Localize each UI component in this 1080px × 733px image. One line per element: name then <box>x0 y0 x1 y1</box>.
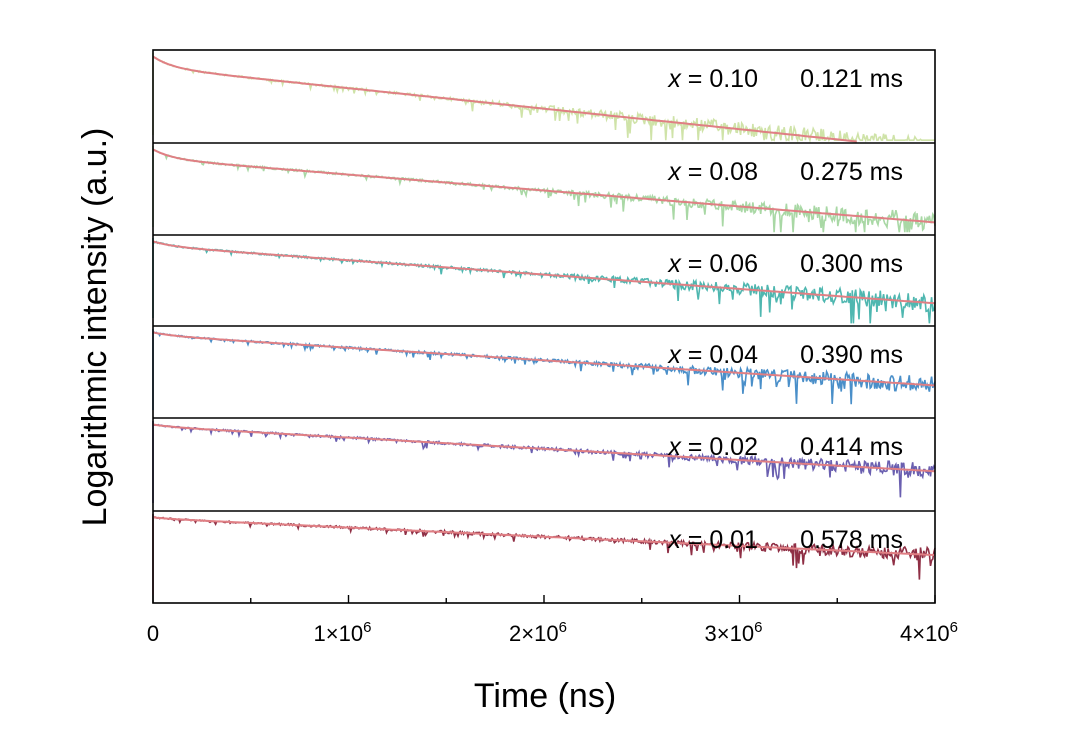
x-tick-label-0: 0 <box>147 621 159 646</box>
fit-line-0 <box>152 55 857 143</box>
panel-1: x = 0.08 0.275 ms <box>152 142 936 233</box>
x-tick-label-4: 4×106 <box>900 619 958 646</box>
panel-lifetime-2: 0.300 ms <box>800 250 903 278</box>
panel-label-0: x = 0.10 <box>667 65 758 93</box>
panel-3: x = 0.04 0.390 ms <box>152 325 936 410</box>
fit-line-3 <box>152 331 936 387</box>
panel-label-1: x = 0.08 <box>667 158 758 186</box>
panel-label-4: x = 0.02 <box>667 433 758 461</box>
panel-lifetime-0: 0.121 ms <box>800 65 903 93</box>
panel-0: x = 0.10 0.121 ms <box>152 53 935 144</box>
fit-line-5 <box>152 516 936 557</box>
panel-label-2: x = 0.06 <box>667 250 758 278</box>
x-axis-title: Time (ns) <box>474 677 616 715</box>
x-tick-label-3: 3×106 <box>705 619 763 646</box>
panels-group: x = 0.10 0.121 ms x = 0.08 0.275 ms x = 0.06… <box>152 49 936 604</box>
fit-line-2 <box>152 240 936 305</box>
panel-4: x = 0.02 0.414 ms <box>152 417 936 503</box>
panel-5: x = 0.01 0.578 ms <box>152 510 936 595</box>
fit-line-4 <box>152 423 936 473</box>
y-axis-title: Logarithmic intensity (a.u.) <box>76 128 114 527</box>
panel-lifetime-5: 0.578 ms <box>800 526 903 554</box>
panel-lifetime-4: 0.414 ms <box>800 433 903 461</box>
fit-line-1 <box>152 148 936 224</box>
panel-2: x = 0.06 0.300 ms <box>152 234 936 324</box>
x-tick-label-2: 2×106 <box>509 619 567 646</box>
panel-label-5: x = 0.01 <box>667 526 758 554</box>
panel-lifetime-3: 0.390 ms <box>800 341 903 369</box>
panel-lifetime-1: 0.275 ms <box>800 158 903 186</box>
panel-label-3: x = 0.04 <box>667 341 758 369</box>
x-tick-label-1: 1×106 <box>314 619 372 646</box>
x-axis-ticks: 0 1×106 2×106 3×106 4×106 <box>147 595 958 646</box>
